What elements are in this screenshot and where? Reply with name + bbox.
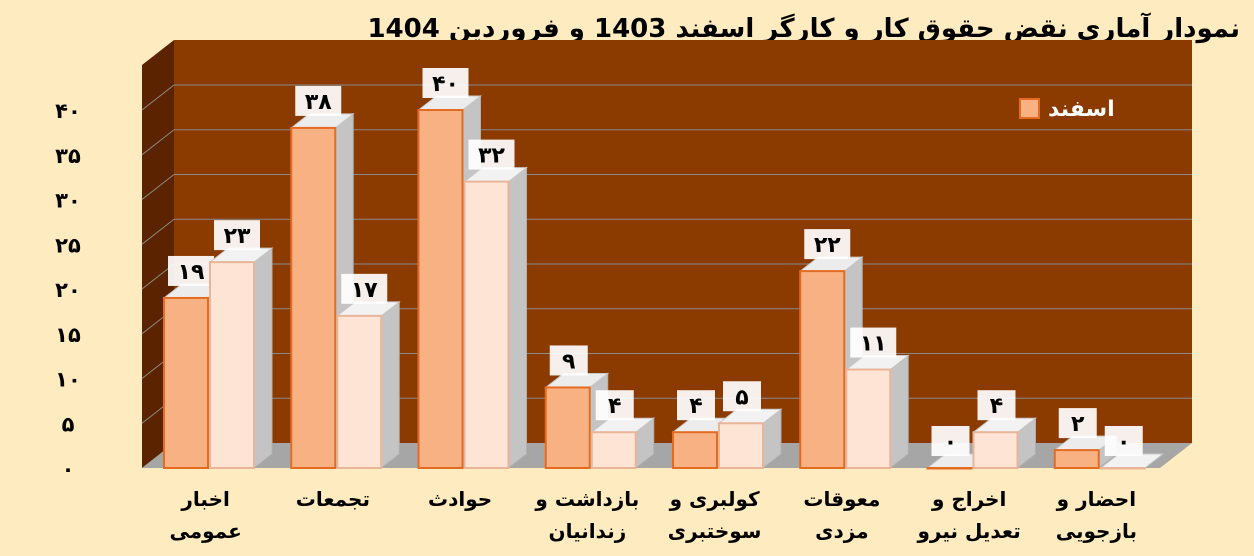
y-tick-label: ۱۰: [55, 368, 81, 392]
legend-label: اسفند: [1048, 97, 1115, 122]
bar-series-1: [163, 296, 209, 470]
data-label: ۳۸: [305, 90, 332, 115]
data-label-box: [677, 390, 715, 421]
y-tick-label: ۳۵: [55, 144, 81, 168]
data-label: ۴: [990, 394, 1003, 419]
y-tick-label: ۲۰: [55, 278, 81, 302]
y-tick-label: ۳۰: [55, 189, 81, 213]
data-label-box: [804, 229, 851, 260]
y-tick-label: ۰: [62, 457, 75, 481]
bar-series-2: [590, 431, 637, 470]
bar-side-s2: [253, 247, 273, 470]
x-category-label: احضار و: [1056, 487, 1136, 511]
bar-series-2: [463, 180, 510, 469]
y-axis-ticks: ۰ ۵ ۱۰ ۱۵ ۲۰ ۲۵ ۳۰ ۳۵ ۴۰: [55, 99, 81, 481]
bar-series-1: [1053, 449, 1100, 470]
gridline-side: [141, 129, 175, 156]
x-category-label: اخراج و: [931, 487, 1006, 511]
bar-series-1: [290, 126, 337, 470]
data-label: ۵: [735, 385, 748, 410]
x-category-label: کولبری و: [669, 487, 760, 511]
chart-title: نمودار آماری نقض حقوق کار و کارگر اسفند …: [367, 14, 1240, 44]
data-label: ۰: [1117, 430, 1130, 455]
data-label-box: [341, 273, 388, 304]
data-label: ۹: [562, 349, 575, 374]
data-label-box: [850, 327, 897, 358]
data-label-box: [931, 426, 970, 456]
x-category-label: تعدیل نیرو: [917, 519, 1021, 543]
x-category-label: سوختبری: [668, 519, 762, 543]
data-label: ۱۹: [178, 260, 205, 285]
bar-series-2: [972, 431, 1019, 470]
bar-series-2: [209, 261, 255, 469]
x-category-label: مزدی: [815, 519, 868, 543]
bar-series-2: [845, 368, 892, 469]
plot-floor: [142, 443, 1192, 468]
x-category-label: عمومی: [170, 519, 242, 543]
y-tick-label: ۵: [62, 412, 75, 436]
bar-side-s2: [380, 300, 400, 470]
data-label-box: [723, 381, 761, 412]
data-label: ۴۰: [432, 72, 459, 97]
bar-series-2: [1099, 467, 1146, 470]
x-category-label: بازداشت و: [534, 487, 639, 511]
data-label-box: [549, 345, 588, 376]
bar-series-1: [799, 270, 846, 469]
data-label: ۱۱: [860, 332, 887, 357]
gridline-side: [141, 84, 175, 111]
data-label-box: [214, 220, 260, 251]
data-label-box: [1058, 408, 1097, 439]
data-label-box: [168, 255, 214, 286]
data-label: ۳۲: [478, 144, 505, 169]
data-label-box: [295, 85, 342, 116]
bar-series-1: [544, 386, 591, 470]
data-label: ۰: [944, 430, 957, 455]
y-tick-label: ۲۵: [55, 233, 81, 257]
legend: اسفند: [1019, 97, 1115, 122]
x-category-label: بازجویی: [1056, 519, 1137, 543]
data-label-box: [595, 390, 634, 421]
gridline-side: [141, 218, 175, 245]
gridline-side: [141, 174, 175, 200]
bar-series-1: [926, 467, 973, 470]
x-category-label: اخبار: [180, 487, 229, 511]
bar-side-s2: [889, 354, 909, 470]
bar-series-1: [672, 431, 718, 470]
data-label-box: [468, 139, 515, 170]
y-tick-label: ۴۰: [55, 99, 81, 123]
x-axis-categories: اخبار عمومی تجمعات حوادث بازداشت و زندانیان کو…: [170, 487, 1137, 543]
data-label: ۱۷: [351, 278, 378, 303]
data-label: ۴: [689, 394, 702, 419]
y-tick-label: ۱۵: [55, 323, 81, 347]
data-label: ۲۳: [224, 224, 251, 249]
data-label: ۲۲: [814, 233, 841, 258]
legend-swatch: [1019, 98, 1040, 119]
data-label-box: [977, 390, 1016, 421]
bar-series-1: [417, 109, 464, 469]
x-category-label: تجمعات: [296, 487, 370, 511]
data-label: ۴: [608, 394, 621, 419]
bar-side-s2: [508, 166, 527, 470]
bar-series-2: [718, 422, 764, 469]
x-category-label: معوقات: [803, 487, 880, 511]
data-label-box: [1104, 426, 1143, 456]
bar-series-2: [336, 314, 383, 469]
bars: ۱۹ ۲۳ ۳۸ ۱۷ ۴۰ ۳۲ ۹ ۴ ۴ ۵ ۲۲ ۱۱ ۰ ۴ ۲ ۰: [162, 68, 1165, 470]
x-category-label: زندانیان: [549, 519, 627, 543]
data-label: ۲: [1071, 412, 1085, 437]
x-category-label: حوادث: [428, 487, 492, 511]
data-label-box: [422, 68, 469, 98]
